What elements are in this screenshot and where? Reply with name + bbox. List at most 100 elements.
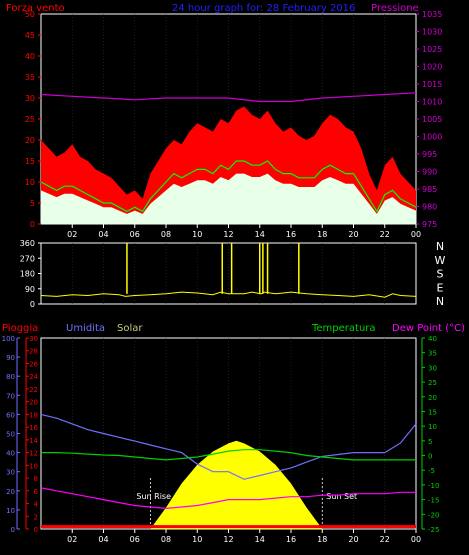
wind-ytick-label: 10 [25, 178, 35, 187]
pressure-ytick-label: 1000 [422, 133, 442, 142]
pressure-ytick-label: 990 [422, 168, 437, 177]
temperature-humidity-panel: 0102030405060708090100024681012141618202… [2, 335, 440, 544]
dewpoint-axis-label: Dew Point (°C) [392, 323, 465, 334]
wind-ytick-label: 0 [30, 220, 35, 229]
pressure-ytick-label: 1030 [422, 28, 442, 37]
solar-axis-label: Solar [117, 323, 143, 334]
rain-ytick-label: 16 [29, 424, 38, 432]
wind-ytick-label: 20 [25, 136, 35, 145]
temp-ytick-label: 20 [428, 394, 437, 402]
wind-xtick-label: 10 [192, 230, 202, 239]
wind-ytick-label: 35 [25, 73, 35, 82]
temp-xtick-label: 08 [161, 535, 171, 544]
temp-ytick-label: 0 [428, 453, 432, 461]
temp-ytick-label: 35 [428, 350, 437, 358]
temp-xtick-label: 12 [223, 535, 233, 544]
pressure-axis-label: Pressione [371, 3, 419, 14]
wind-xtick-label: 22 [380, 230, 390, 239]
pressure-ytick-label: 1025 [422, 45, 442, 54]
temp-xtick-label: 00 [411, 535, 421, 544]
humidity-ytick-label: 0 [11, 526, 15, 534]
humidity-axis-label: Umidita [66, 323, 105, 334]
wind-xtick-label: 00 [411, 230, 421, 239]
temp-ytick-label: 40 [428, 335, 437, 343]
rain-ytick-label: 0 [34, 526, 38, 534]
temp-ytick-label: -15 [428, 497, 439, 505]
wind-xtick-label: 02 [67, 230, 77, 239]
sunset-label: Sun Set [326, 492, 357, 501]
pressure-ytick-label: 1010 [422, 98, 442, 107]
rain-ytick-label: 14 [29, 437, 38, 445]
humidity-ytick-label: 60 [6, 411, 15, 419]
rain-ytick-label: 6 [34, 488, 39, 496]
sunrise-label: Sun Rise [136, 492, 171, 501]
wind-xtick-label: 12 [223, 230, 233, 239]
wind-ytick-label: 15 [25, 157, 35, 166]
rain-ytick-label: 2 [34, 513, 38, 521]
temp-xtick-label: 02 [67, 535, 77, 544]
wind-low-area [41, 173, 416, 224]
temp-xtick-label: 16 [286, 535, 296, 544]
rain-axis-label: Pioggia [2, 323, 38, 334]
humidity-ytick-label: 70 [6, 392, 15, 400]
humidity-ytick-label: 80 [6, 373, 15, 381]
wind-ytick-label: 45 [25, 31, 35, 40]
temp-ytick-label: 25 [428, 379, 437, 387]
humidity-ytick-label: 90 [6, 354, 15, 362]
direction-ytick-label: 0 [30, 300, 35, 309]
rain-ytick-label: 18 [29, 411, 38, 419]
temp-ytick-label: 5 [428, 438, 432, 446]
rain-ytick-label: 22 [29, 386, 38, 394]
temp-ytick-label: -10 [428, 482, 439, 490]
temp-xtick-label: 20 [348, 535, 358, 544]
temp-ytick-label: 30 [428, 364, 437, 372]
pressure-ytick-label: 1020 [422, 63, 442, 72]
pressure-ytick-label: 975 [422, 220, 437, 229]
temp-ytick-label: 15 [428, 408, 437, 416]
humidity-ytick-label: 20 [6, 488, 15, 496]
direction-line [40, 291, 417, 298]
wind-ytick-label: 40 [25, 52, 35, 61]
humidity-ytick-label: 30 [6, 469, 15, 477]
pressure-line [40, 92, 417, 103]
temp-ytick-label: -5 [428, 467, 435, 475]
temp-xtick-label: 18 [317, 535, 327, 544]
direction-ytick-label: 360 [20, 239, 35, 248]
wind-xtick-label: 08 [161, 230, 171, 239]
compass-label: W [435, 254, 446, 267]
humidity-ytick-label: 100 [2, 335, 15, 343]
pressure-ytick-label: 980 [422, 203, 437, 212]
humidity-ytick-label: 10 [6, 507, 15, 515]
wind-average-line [40, 160, 417, 213]
temp-xtick-label: 06 [130, 535, 140, 544]
rain-ytick-label: 10 [29, 462, 38, 470]
rain-ytick-label: 26 [29, 360, 38, 368]
direction-ytick-label: 180 [20, 270, 35, 279]
rain-ytick-label: 28 [29, 348, 38, 356]
wind-xtick-label: 14 [255, 230, 265, 239]
wind-xtick-label: 18 [317, 230, 327, 239]
wind-ytick-label: 5 [30, 199, 35, 208]
rain-ytick-label: 4 [34, 501, 39, 509]
direction-ytick-label: 270 [20, 254, 35, 263]
temp-ytick-label: 10 [428, 423, 437, 431]
compass-label: S [437, 268, 444, 281]
compass-label: N [436, 295, 444, 308]
temperature-line [41, 449, 416, 461]
temp-xtick-label: 10 [192, 535, 202, 544]
rain-ytick-label: 24 [29, 373, 38, 381]
dewpoint-line [40, 487, 416, 510]
solar-area [150, 440, 323, 529]
pressure-ytick-label: 1005 [422, 115, 442, 124]
wind-pressure-panel: 0510152025303540455097598098599099510001… [25, 10, 443, 239]
rain-ytick-label: 8 [34, 475, 38, 483]
direction-ytick-label: 90 [25, 285, 35, 294]
rain-ytick-label: 30 [29, 335, 38, 343]
rain-bar [41, 525, 416, 529]
pressure-ytick-label: 1035 [422, 10, 442, 19]
pressure-ytick-label: 1015 [422, 80, 442, 89]
wind-ytick-label: 30 [25, 94, 35, 103]
wind-xtick-label: 16 [286, 230, 296, 239]
compass-label: E [437, 281, 444, 294]
